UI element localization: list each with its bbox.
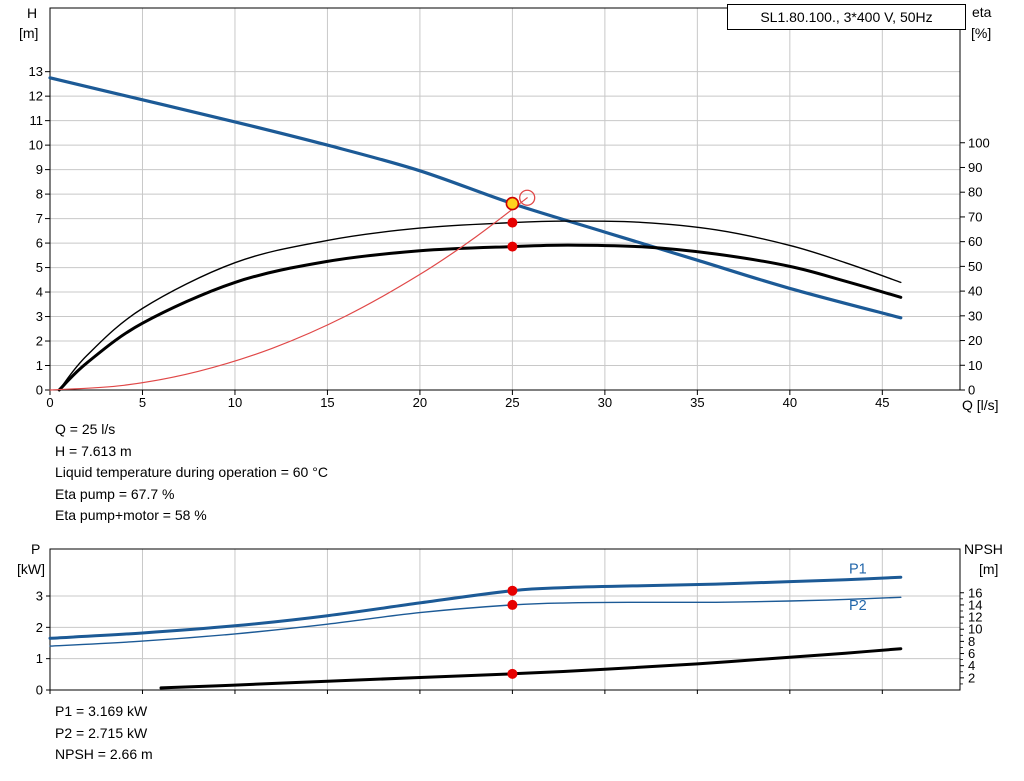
y-right-tick-label: 60 xyxy=(968,234,982,249)
curve-p2-curve xyxy=(49,596,902,647)
readout-line: Liquid temperature during operation = 60… xyxy=(55,464,328,480)
x-axis-title-flow: Q [l/s] xyxy=(962,397,999,413)
y-left-tick-label: 9 xyxy=(36,162,43,177)
readout-line: P2 = 2.715 kW xyxy=(55,724,148,741)
y-right-tick-label: 70 xyxy=(968,209,982,224)
y-axis-title-npsh: NPSH xyxy=(964,541,1003,557)
curve-label-P2: P2 xyxy=(849,598,867,614)
operating-point-readout: Q = 25 l/s H = 7.613 m Liquid temperature … xyxy=(55,419,328,527)
power-npsh-readout: P1 = 3.169 kW P2 = 2.715 kW NPSH = 2.66 m xyxy=(55,701,153,766)
y-right-tick-label: 8 xyxy=(968,634,975,649)
y-right-tick-label: 10 xyxy=(968,622,982,637)
curve-system-curve xyxy=(49,197,528,391)
y-left-tick-label: 2 xyxy=(36,620,43,635)
y-right-tick-label: 80 xyxy=(968,185,982,200)
x-tick-label: 30 xyxy=(598,395,612,410)
npsh-point xyxy=(507,668,518,679)
y-left-tick-label: 5 xyxy=(36,260,43,275)
y-left-tick-label: 8 xyxy=(36,187,43,202)
y-left-tick-label: 1 xyxy=(36,358,43,373)
y-left-tick-label: 3 xyxy=(36,589,43,604)
y-left-tick-label: 7 xyxy=(36,211,43,226)
readout-line: Q = 25 l/s xyxy=(55,421,116,437)
p2-point xyxy=(507,599,518,610)
curve-eta-pump-curve xyxy=(58,220,902,391)
x-tick-label: 40 xyxy=(783,395,797,410)
x-tick-label: 5 xyxy=(139,395,146,410)
y-left-tick-label: 1 xyxy=(36,651,43,666)
readout-line: Eta pump = 67.7 % xyxy=(55,485,175,502)
y-right-tick-label: 100 xyxy=(968,135,990,150)
y-right-tick-label: 50 xyxy=(968,259,982,274)
y-left-tick-label: 0 xyxy=(36,683,43,698)
system-intersection-marker xyxy=(519,189,536,206)
y-left-tick-label: 6 xyxy=(36,236,43,251)
x-tick-label: 35 xyxy=(690,395,704,410)
y-right-tick-label: 16 xyxy=(968,585,982,600)
y-left-tick-label: 10 xyxy=(29,138,43,153)
curve-npsh-curve xyxy=(159,647,903,690)
curve-label-P1: P1 xyxy=(849,561,867,577)
pump-model-label: SL1.80.100., 3*400 V, 50Hz xyxy=(727,4,966,30)
readout-line: H = 7.613 m xyxy=(55,442,132,459)
curve-eta-pump-motor-curve xyxy=(57,243,903,392)
y-right-tick-label: 40 xyxy=(968,284,982,299)
plot-border xyxy=(49,548,961,691)
y-right-tick-label: 20 xyxy=(968,333,982,348)
x-tick-label: 25 xyxy=(505,395,519,410)
x-tick-label: 20 xyxy=(413,395,427,410)
readout-line: Eta pump+motor = 58 % xyxy=(55,507,207,523)
y-axis-title-power: P xyxy=(31,541,41,557)
eta-pump-motor-point xyxy=(507,241,518,252)
y-axis-title-eta: eta xyxy=(972,4,992,20)
y-left-tick-label: 13 xyxy=(29,64,43,79)
y-axis-unit-head: [m] xyxy=(19,25,39,41)
y-right-tick-label: 14 xyxy=(968,597,982,612)
y-right-tick-label: 10 xyxy=(968,358,982,373)
y-axis-unit-power: [kW] xyxy=(17,561,45,577)
y-left-tick-label: 2 xyxy=(36,334,43,349)
readout-line: P1 = 3.169 kW xyxy=(55,703,148,719)
y-left-tick-label: 12 xyxy=(29,89,43,104)
y-left-tick-label: 4 xyxy=(36,285,43,300)
readout-line: NPSH = 2.66 m xyxy=(55,746,153,762)
duty-point-marker[interactable] xyxy=(505,196,520,211)
y-right-tick-label: 2 xyxy=(968,670,975,685)
x-tick-label: 15 xyxy=(320,395,334,410)
y-axis-unit-npsh: [m] xyxy=(979,561,999,577)
y-right-tick-label: 12 xyxy=(968,610,982,625)
y-left-tick-label: 0 xyxy=(36,383,43,398)
p1-point xyxy=(507,585,518,596)
y-left-tick-label: 11 xyxy=(30,113,44,128)
eta-pump-point xyxy=(507,217,518,228)
head-efficiency-chart: 0 5 10 15 20 25 30 35 40 450123456789101112130102… xyxy=(29,7,990,410)
x-tick-label: 0 xyxy=(46,395,53,410)
y-right-tick-label: 30 xyxy=(968,308,982,323)
y-right-tick-label: 90 xyxy=(968,160,982,175)
y-axis-title-head: H xyxy=(27,5,38,21)
x-tick-label: 45 xyxy=(875,395,889,410)
y-axis-unit-eta: [%] xyxy=(971,25,992,41)
y-right-tick-label: 6 xyxy=(968,646,975,661)
y-right-tick-label: 0 xyxy=(968,383,975,398)
y-left-tick-label: 3 xyxy=(36,309,43,324)
x-tick-label: 10 xyxy=(228,395,242,410)
curve-head-curve xyxy=(48,76,903,320)
y-right-tick-label: 4 xyxy=(968,658,975,673)
plot-border xyxy=(49,7,961,391)
